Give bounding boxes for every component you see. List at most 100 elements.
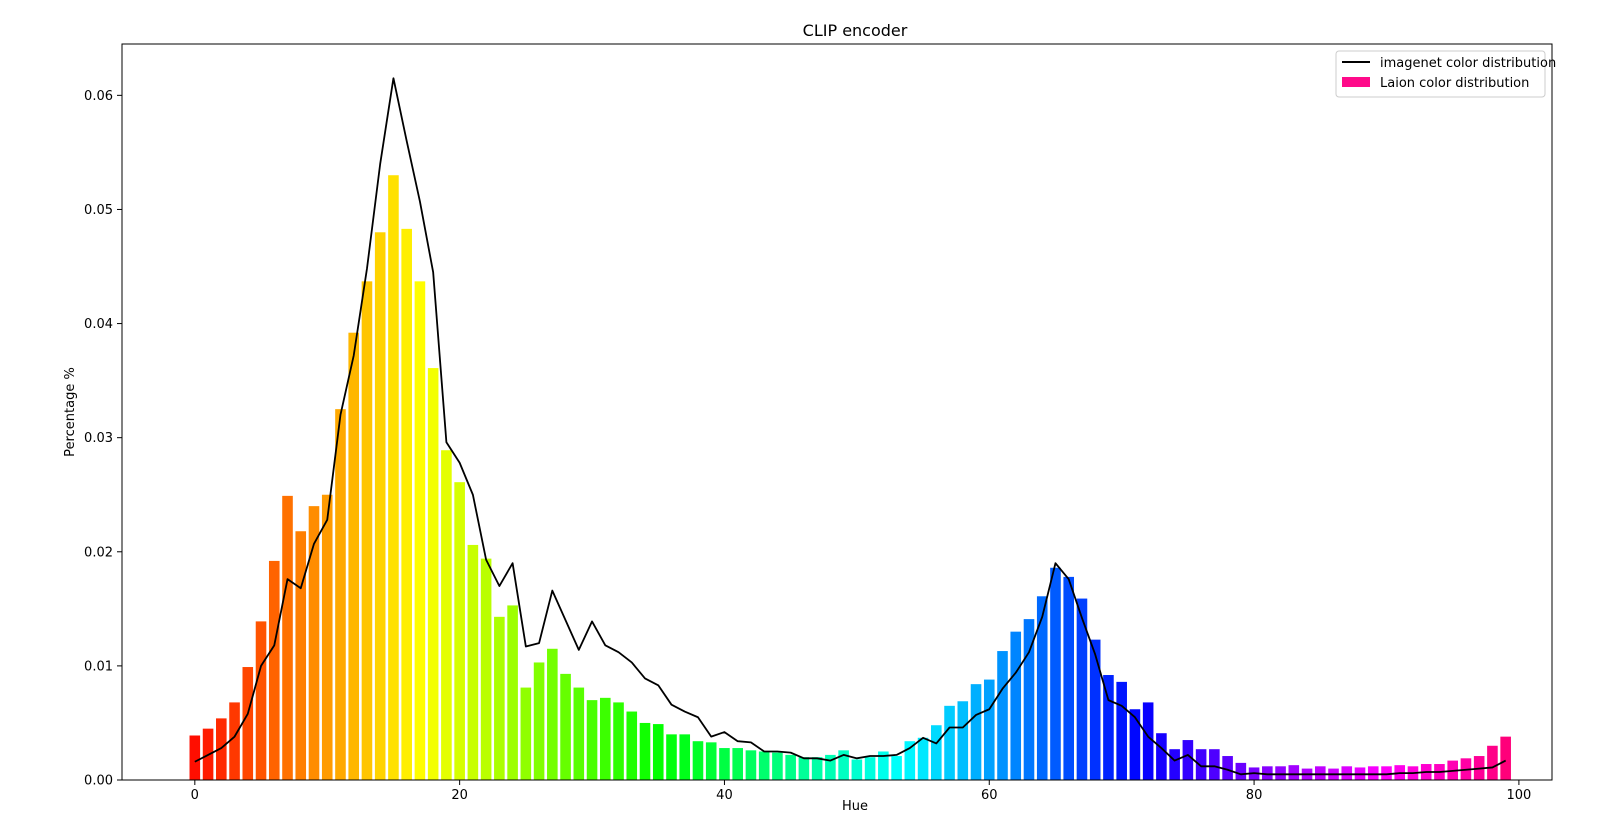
bar-hue-64 xyxy=(1036,596,1048,780)
bar-hue-82 xyxy=(1275,766,1286,780)
bar-series xyxy=(189,175,1511,781)
bar-hue-43 xyxy=(758,751,770,780)
bar-hue-34 xyxy=(639,722,651,780)
imagenet-line xyxy=(194,77,1507,776)
bar-hue-51 xyxy=(864,757,876,780)
bar-hue-85 xyxy=(1314,766,1326,780)
bar-hue-9 xyxy=(308,506,320,780)
bar-hue-56 xyxy=(931,725,942,780)
bar-hue-10 xyxy=(321,494,333,780)
bar-hue-79 xyxy=(1235,762,1247,780)
bar-hue-33 xyxy=(626,711,638,780)
bar-hue-21 xyxy=(467,544,479,780)
bar-hue-11 xyxy=(335,409,346,780)
bar-hue-90 xyxy=(1381,766,1392,780)
bar-hue-16 xyxy=(401,228,412,780)
x-tick-label-40: 40 xyxy=(716,788,733,803)
bar-hue-50 xyxy=(851,759,863,780)
bar-hue-31 xyxy=(599,697,611,780)
bar-hue-69 xyxy=(1103,675,1114,780)
bar-hue-3 xyxy=(229,702,240,780)
bar-hue-36 xyxy=(666,734,677,780)
bar-hue-87 xyxy=(1341,766,1353,780)
y-tick-label-3: 0.03 xyxy=(84,431,113,446)
x-tick-label-20: 20 xyxy=(451,788,468,803)
legend-label-imagenet: imagenet color distribution xyxy=(1380,56,1556,71)
bar-hue-26 xyxy=(533,662,545,780)
bar-hue-37 xyxy=(679,734,691,780)
bar-hue-81 xyxy=(1262,766,1273,780)
bar-hue-7 xyxy=(282,495,293,780)
bar-hue-18 xyxy=(427,368,439,780)
bar-hue-30 xyxy=(586,700,598,780)
bar-hue-29 xyxy=(573,687,585,780)
bar-hue-49 xyxy=(838,750,849,780)
bar-hue-99 xyxy=(1500,736,1511,780)
bar-hue-15 xyxy=(388,175,399,781)
bar-hue-53 xyxy=(891,756,902,780)
bar-hue-98 xyxy=(1487,745,1498,780)
bar-hue-13 xyxy=(361,281,373,780)
legend-patch-swatch xyxy=(1342,77,1370,87)
bar-hue-28 xyxy=(560,673,571,780)
bar-hue-40 xyxy=(719,748,730,780)
bar-hue-63 xyxy=(1023,619,1035,780)
chart-title: CLIP encoder xyxy=(803,21,908,40)
bar-hue-25 xyxy=(520,687,532,780)
bar-hue-39 xyxy=(705,742,717,780)
y-axis-label: Percentage % xyxy=(63,367,78,457)
bar-hue-74 xyxy=(1169,749,1180,780)
bar-hue-77 xyxy=(1209,749,1220,780)
bar-hue-46 xyxy=(798,757,810,780)
y-tick-label-6: 0.06 xyxy=(84,89,113,104)
x-axis-label: Hue xyxy=(842,799,868,814)
y-axis: 0.00 0.01 0.02 0.03 0.04 0.05 0.06 xyxy=(84,89,122,789)
bar-hue-22 xyxy=(480,558,492,780)
bar-hue-19 xyxy=(441,450,452,780)
y-tick-label-0: 0.00 xyxy=(84,774,113,789)
bar-hue-23 xyxy=(494,616,505,780)
bar-hue-70 xyxy=(1116,681,1127,780)
y-tick-label-5: 0.05 xyxy=(84,203,113,218)
bar-hue-17 xyxy=(414,281,426,780)
bar-hue-8 xyxy=(295,531,307,780)
x-tick-label-80: 80 xyxy=(1246,788,1263,803)
bar-hue-48 xyxy=(825,754,836,780)
legend-label-laion: Laion color distribution xyxy=(1380,76,1529,91)
bar-hue-67 xyxy=(1076,598,1088,780)
bar-hue-76 xyxy=(1195,749,1207,780)
bar-hue-45 xyxy=(785,754,796,780)
bar-hue-0 xyxy=(189,735,201,780)
x-tick-label-0: 0 xyxy=(191,788,199,803)
bar-hue-24 xyxy=(507,605,518,780)
x-tick-label-60: 60 xyxy=(981,788,998,803)
bar-hue-57 xyxy=(944,705,955,780)
bar-hue-72 xyxy=(1142,702,1154,780)
x-tick-label-100: 100 xyxy=(1506,788,1531,803)
bar-hue-20 xyxy=(454,482,465,780)
bar-hue-83 xyxy=(1288,765,1300,780)
bar-hue-4 xyxy=(242,667,254,780)
bar-hue-44 xyxy=(772,752,783,780)
bar-hue-62 xyxy=(1010,631,1022,780)
bar-hue-14 xyxy=(374,232,386,781)
bar-hue-38 xyxy=(692,741,704,780)
bar-hue-54 xyxy=(904,741,916,780)
bar-hue-75 xyxy=(1182,740,1194,780)
bar-hue-32 xyxy=(613,702,624,780)
legend-box xyxy=(1335,50,1546,98)
bar-hue-35 xyxy=(652,724,664,780)
x-axis: 0 20 40 60 80 100 xyxy=(191,780,1531,803)
y-tick-label-2: 0.02 xyxy=(84,545,113,560)
bar-hue-27 xyxy=(547,648,558,780)
bar-hue-71 xyxy=(1129,709,1141,780)
line-series xyxy=(194,77,1507,776)
bar-hue-5 xyxy=(255,621,267,780)
bar-hue-61 xyxy=(997,651,1008,780)
bar-hue-2 xyxy=(216,718,227,780)
bar-hue-59 xyxy=(970,684,982,780)
bar-hue-58 xyxy=(957,701,969,780)
bar-hue-66 xyxy=(1063,576,1075,780)
bar-hue-68 xyxy=(1089,639,1101,780)
